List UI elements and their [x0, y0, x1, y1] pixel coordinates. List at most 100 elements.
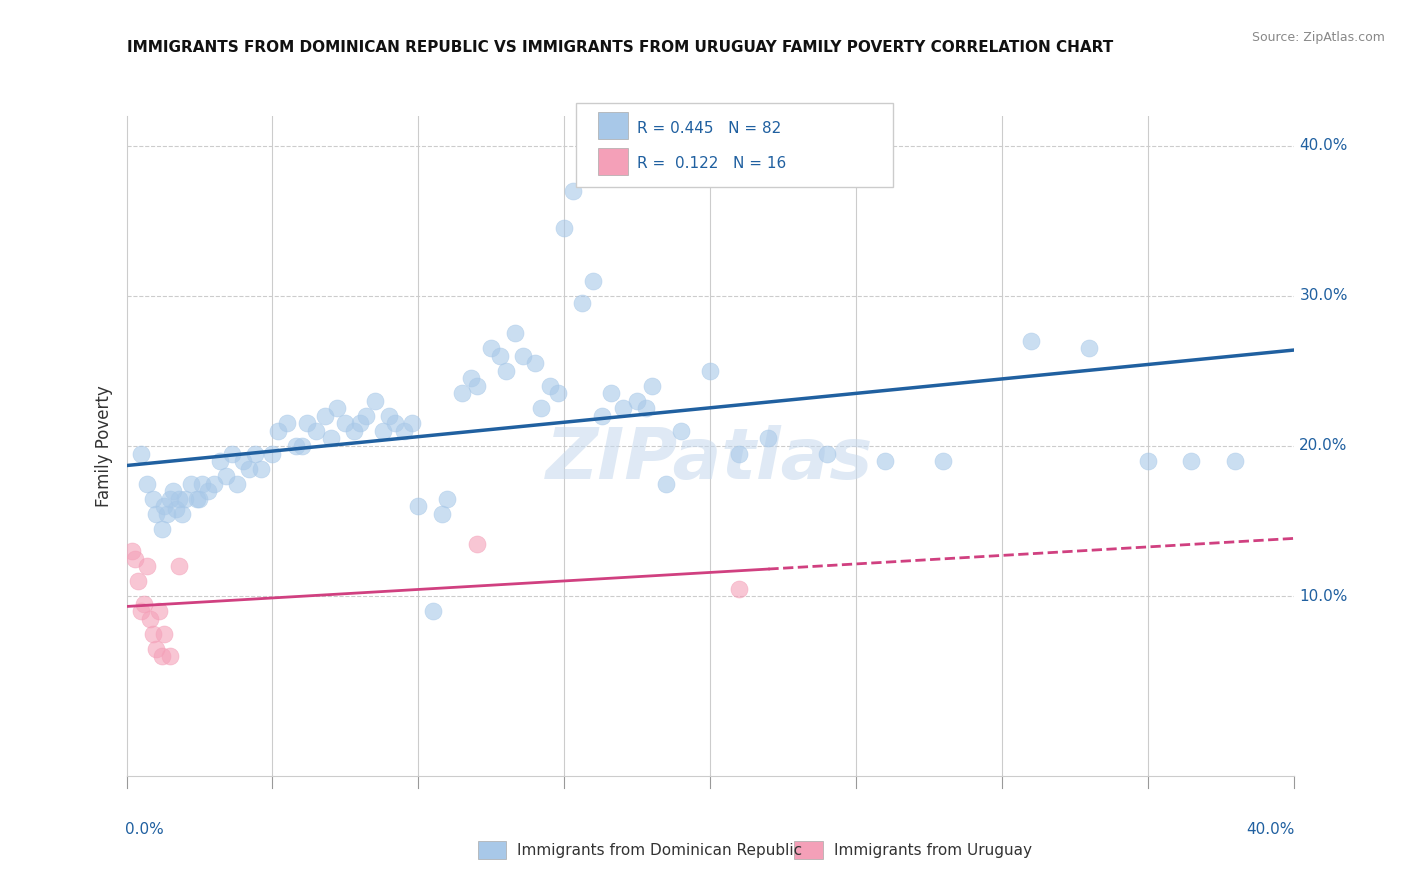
Point: [305, 424, 328, 438]
Point: [489, 349, 512, 363]
Text: 30.0%: 30.0%: [1299, 288, 1348, 303]
Point: [378, 409, 401, 423]
Point: [142, 491, 165, 506]
Point: [221, 446, 243, 460]
Point: [561, 184, 583, 198]
Point: [728, 446, 751, 460]
Point: [262, 446, 284, 460]
Point: [238, 461, 260, 475]
Point: [121, 544, 143, 558]
Point: [335, 417, 357, 431]
Point: [451, 386, 474, 401]
Point: [174, 491, 197, 506]
Point: [153, 499, 176, 513]
Point: [875, 454, 897, 468]
Point: [547, 386, 569, 401]
Point: [384, 417, 406, 431]
Point: [640, 379, 664, 393]
Point: [124, 551, 146, 566]
Point: [626, 394, 648, 409]
Point: [145, 641, 167, 656]
Point: [392, 424, 415, 438]
Point: [129, 604, 152, 618]
Text: 40.0%: 40.0%: [1246, 822, 1295, 838]
Point: [524, 356, 547, 371]
Point: [553, 221, 575, 235]
Point: [142, 626, 165, 640]
Point: [136, 559, 159, 574]
Text: ZIPatlas: ZIPatlas: [547, 425, 873, 493]
Point: [582, 274, 605, 288]
Point: [162, 483, 184, 498]
Point: [129, 446, 152, 460]
Point: [156, 507, 179, 521]
Text: Immigrants from Uruguay: Immigrants from Uruguay: [834, 843, 1032, 857]
Point: [479, 342, 502, 356]
Point: [290, 439, 312, 453]
Point: [167, 491, 190, 506]
Point: [1019, 334, 1042, 348]
Point: [408, 499, 430, 513]
Point: [460, 371, 482, 385]
Text: R =  0.122   N = 16: R = 0.122 N = 16: [637, 156, 786, 171]
Point: [232, 454, 254, 468]
Point: [756, 432, 779, 446]
Point: [436, 491, 458, 506]
Point: [314, 409, 336, 423]
Point: [215, 469, 238, 483]
Point: [150, 521, 173, 535]
Text: 20.0%: 20.0%: [1299, 439, 1348, 453]
Text: 40.0%: 40.0%: [1299, 138, 1348, 153]
Point: [634, 401, 657, 416]
Point: [202, 476, 225, 491]
Point: [655, 476, 678, 491]
Point: [538, 379, 561, 393]
Point: [1223, 454, 1246, 468]
Text: R = 0.445   N = 82: R = 0.445 N = 82: [637, 120, 782, 136]
Point: [325, 401, 347, 416]
Text: Immigrants from Dominican Republic: Immigrants from Dominican Republic: [517, 843, 803, 857]
Point: [465, 379, 488, 393]
Point: [530, 401, 553, 416]
Point: [465, 536, 488, 550]
Point: [159, 491, 181, 506]
Point: [512, 349, 534, 363]
Point: [354, 409, 377, 423]
Point: [599, 386, 621, 401]
Point: [145, 507, 167, 521]
Point: [343, 424, 366, 438]
Point: [669, 424, 692, 438]
Point: [503, 326, 526, 341]
Point: [932, 454, 955, 468]
Point: [148, 604, 170, 618]
Point: [150, 648, 173, 663]
Point: [159, 648, 181, 663]
Point: [319, 432, 342, 446]
Y-axis label: Family Poverty: Family Poverty: [94, 385, 112, 507]
Point: [167, 559, 190, 574]
Point: [188, 491, 211, 506]
Point: [191, 476, 214, 491]
Point: [699, 364, 721, 378]
Point: [127, 574, 149, 588]
Point: [153, 626, 176, 640]
Point: [297, 417, 319, 431]
Point: [197, 483, 219, 498]
Text: 0.0%: 0.0%: [125, 822, 165, 838]
Point: [139, 611, 162, 625]
Text: Source: ZipAtlas.com: Source: ZipAtlas.com: [1251, 31, 1385, 45]
Point: [243, 446, 266, 460]
Point: [208, 454, 231, 468]
Text: IMMIGRANTS FROM DOMINICAN REPUBLIC VS IMMIGRANTS FROM URUGUAY FAMILY POVERTY COR: IMMIGRANTS FROM DOMINICAN REPUBLIC VS IM…: [127, 40, 1112, 55]
Point: [815, 446, 838, 460]
Point: [276, 417, 298, 431]
Point: [430, 507, 453, 521]
Point: [591, 409, 613, 423]
Point: [1136, 454, 1159, 468]
Point: [1180, 454, 1202, 468]
Point: [363, 394, 385, 409]
Point: [373, 424, 395, 438]
Point: [186, 491, 208, 506]
Text: 10.0%: 10.0%: [1299, 589, 1348, 604]
Point: [728, 582, 751, 596]
